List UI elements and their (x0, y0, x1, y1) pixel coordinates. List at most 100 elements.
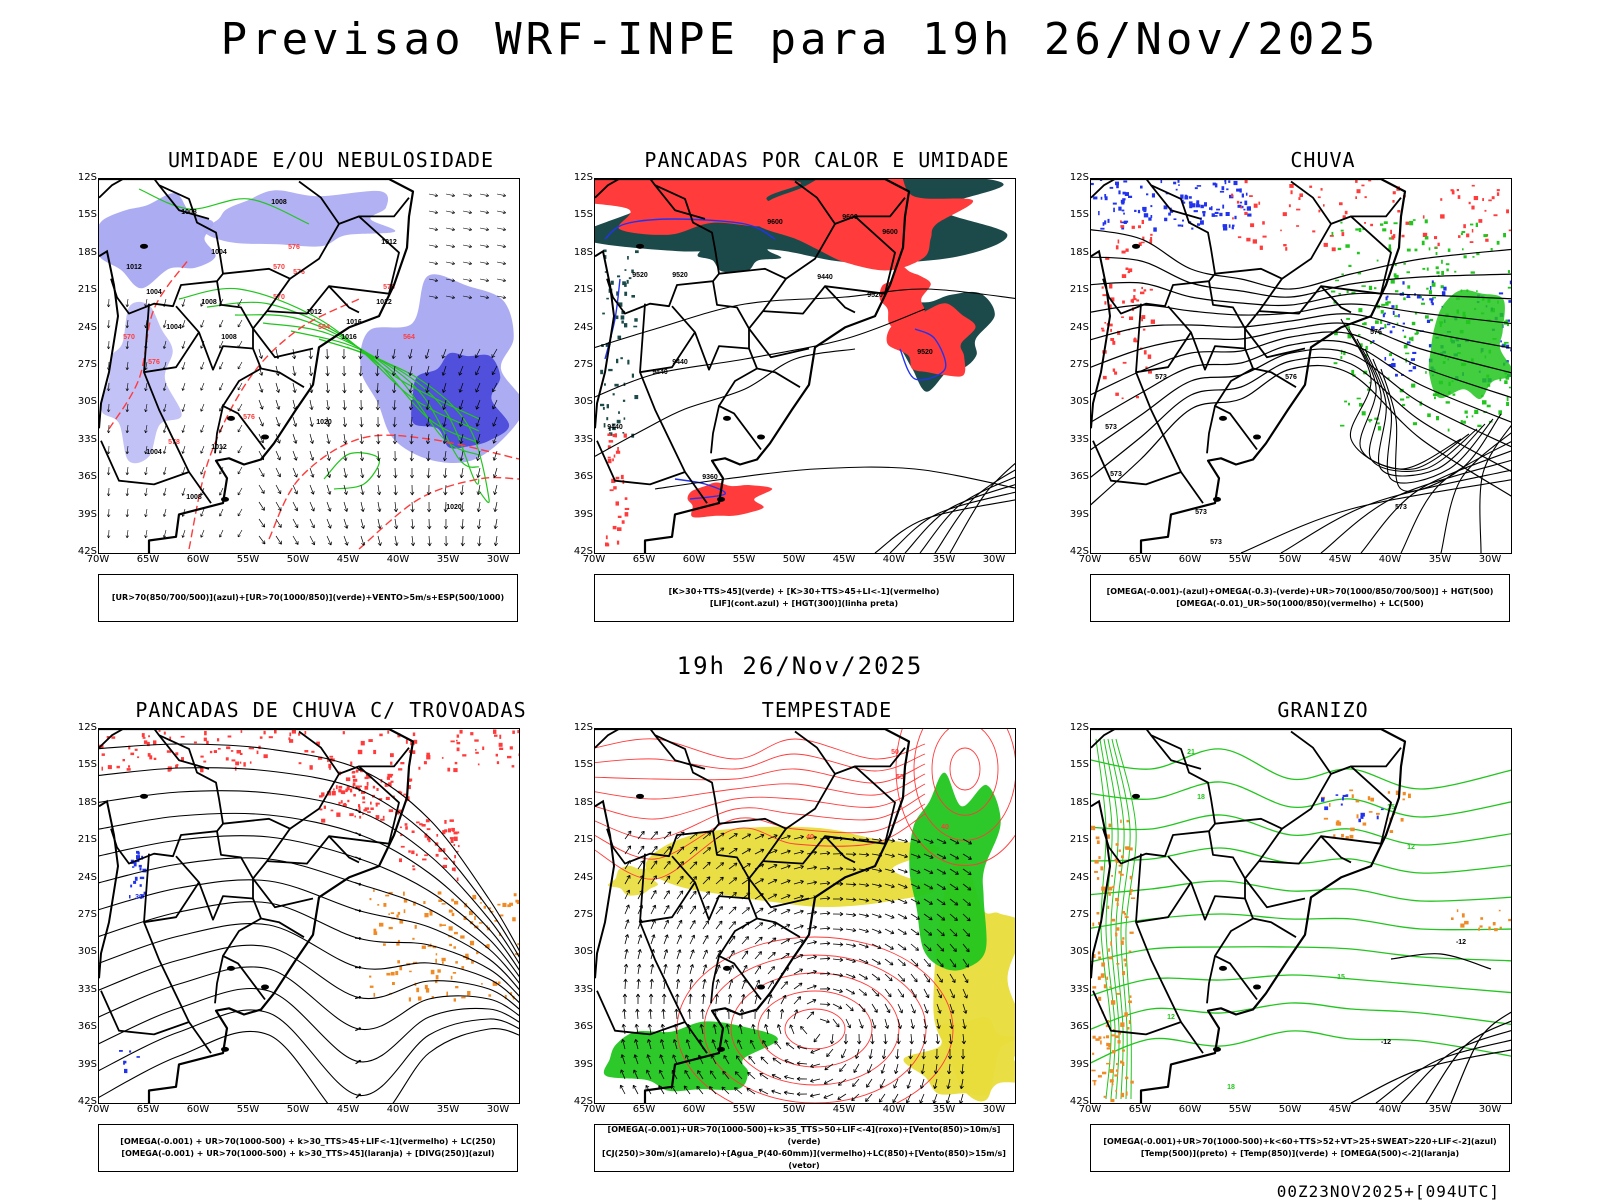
wind-vector (377, 485, 381, 495)
field-speckle (1321, 188, 1323, 191)
longitude-tick-label: 70W (1079, 1104, 1102, 1115)
field-speckle (140, 884, 142, 887)
wind-vector (833, 989, 843, 993)
field-speckle (1150, 289, 1153, 291)
wind-vector (838, 1079, 846, 1085)
field-speckle (127, 768, 131, 771)
field-speckle (1104, 322, 1106, 324)
field-speckle (1338, 248, 1342, 250)
legend-text: [OMEGA(-0.001) + UR>70(1000-500) + k>30_… (120, 1136, 495, 1148)
wind-vector (625, 905, 629, 914)
lake (1213, 497, 1221, 502)
field-speckle (629, 277, 632, 279)
field-speckle (1116, 843, 1119, 846)
field-speckle (1463, 421, 1466, 424)
wind-vector (625, 934, 629, 944)
wind-vector (781, 909, 790, 914)
field-speckle (1341, 230, 1344, 232)
field-speckle (472, 895, 476, 899)
field-speckle (1343, 795, 1347, 797)
wind-vector (477, 485, 481, 495)
contour-line (1091, 975, 1511, 997)
contour-line (324, 453, 379, 489)
wind-vector (833, 1004, 842, 1009)
field-speckle (1341, 804, 1343, 806)
wind-vector (624, 964, 628, 974)
wind-vector (797, 1077, 807, 1081)
field-speckle (457, 742, 461, 744)
field-speckle (1247, 214, 1251, 217)
field-speckle (1122, 274, 1126, 278)
wind-vector (376, 417, 380, 427)
field-speckle (1100, 1040, 1102, 1044)
wind-vector (768, 952, 775, 959)
field-speckle (1122, 301, 1125, 304)
field-speckle (311, 751, 314, 753)
wind-vector (859, 929, 869, 933)
wind-vector (797, 1062, 807, 1066)
latitude-tick-label: 33S (78, 434, 97, 445)
field-speckle (617, 447, 619, 452)
field-speckle (379, 734, 382, 737)
contour-label: 55 (896, 774, 904, 781)
field-speckle (1412, 337, 1414, 342)
field-speckle (481, 983, 483, 985)
field-speckle (1240, 207, 1242, 209)
longitude-tick-label: 40W (387, 554, 410, 565)
field-speckle (1121, 316, 1124, 318)
streamline (1401, 439, 1511, 553)
field-speckle (1347, 290, 1349, 293)
field-speckle (519, 754, 520, 757)
contour-label: -12 (1456, 939, 1466, 946)
legend-text: [OMEGA(-0.001)+UR>70(1000-500)+k<60+TTS>… (1103, 1136, 1496, 1148)
field-speckle (1289, 184, 1293, 188)
longitude-tick-label: 45W (1329, 1104, 1352, 1115)
field-speckle (1443, 287, 1446, 291)
wind-vector (327, 434, 331, 444)
field-speckle (1263, 236, 1267, 238)
field-speckle (442, 757, 444, 759)
map-geography (99, 729, 413, 1103)
field-speckle (422, 946, 426, 949)
wind-vector (703, 892, 710, 900)
field-speckle (1429, 344, 1432, 347)
field-speckle (1246, 193, 1248, 196)
latitude-tick-label: 12S (574, 722, 593, 733)
field-speckle (1118, 240, 1120, 244)
wind-vector (911, 1004, 915, 1013)
field-speckle (426, 753, 430, 756)
field-speckle (1141, 242, 1145, 244)
wind-vector (461, 519, 465, 529)
wind-vector (898, 914, 907, 919)
field-speckle (250, 761, 252, 763)
field-speckle (226, 747, 230, 750)
field-speckle (1391, 280, 1395, 284)
wind-vector (772, 1074, 781, 1079)
field-speckle (1231, 194, 1233, 198)
field-speckle (1109, 284, 1112, 289)
field-speckle (1499, 292, 1503, 294)
latitude-tick-label: 24S (78, 322, 97, 333)
wind-vector (310, 451, 314, 461)
wind-vector (343, 383, 347, 393)
field-speckle (1451, 917, 1454, 920)
longitude-tick-label: 50W (287, 554, 310, 565)
field-speckle (512, 765, 515, 767)
contour-label: 1004 (166, 324, 182, 331)
field-speckle (1113, 369, 1115, 372)
field-speckle (1130, 932, 1134, 934)
latitude-tick-label: 36S (1070, 1021, 1089, 1032)
wind-vector (480, 228, 489, 231)
field-speckle (452, 913, 455, 916)
field-speckle (1462, 248, 1464, 250)
field-speckle (1458, 195, 1461, 199)
field-speckle (1189, 196, 1192, 199)
wind-vector (377, 451, 381, 461)
field-speckle (451, 899, 454, 902)
wind-vector (840, 1064, 847, 1072)
field-speckle (374, 993, 376, 997)
lake (1219, 966, 1227, 971)
wind-vector (898, 869, 907, 873)
wind-vector (428, 519, 432, 529)
field-speckle (1097, 877, 1099, 880)
